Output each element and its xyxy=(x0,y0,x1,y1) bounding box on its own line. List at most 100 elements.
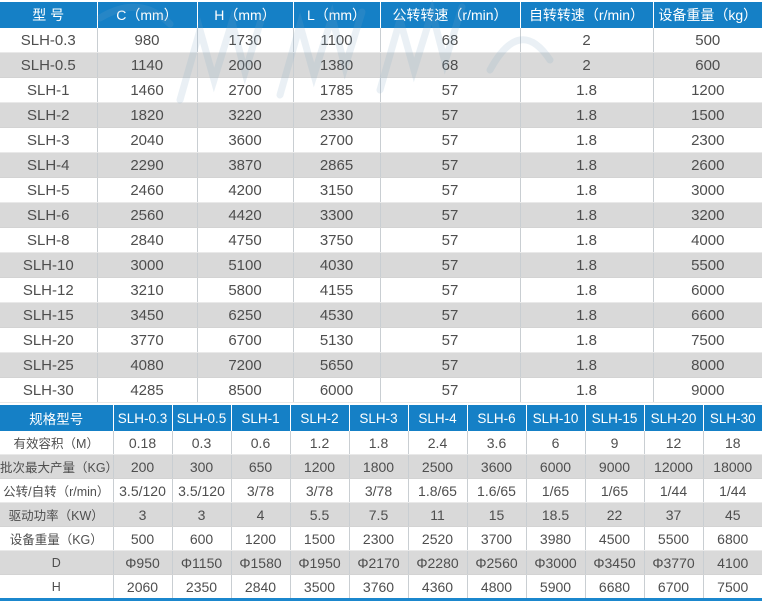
column-header: SLH-30 xyxy=(702,405,762,431)
value-cell: 6800 xyxy=(702,526,762,551)
table-row: 驱动功率（KW） 3 3 4 5.5 7.5 11 15 18.5 22 37 45 xyxy=(0,502,762,527)
value-cell: 1/65 xyxy=(525,478,585,503)
value-cell: 1.2 xyxy=(289,431,349,455)
value-cell: 2290 xyxy=(96,152,197,178)
value-cell: 4285 xyxy=(96,377,197,403)
value-cell: 3220 xyxy=(196,102,293,128)
table-row: 批次最大产量（KG） 200 300 650 1200 1800 2500 3600 6000 9… xyxy=(0,454,762,479)
value-cell: 1140 xyxy=(96,52,197,78)
value-cell: 4500 xyxy=(584,526,644,551)
value-cell: 1.8 xyxy=(519,127,653,153)
column-header: SLH-4 xyxy=(407,405,467,431)
value-cell: 600 xyxy=(652,52,762,78)
value-cell: 1200 xyxy=(230,526,290,551)
value-cell: 4030 xyxy=(292,252,380,278)
table-row: 设备重量（KG） 500 600 1200 1500 2300 2520 3700 3980 45… xyxy=(0,526,762,551)
value-cell: 1460 xyxy=(96,77,197,103)
value-cell: 2 xyxy=(519,52,653,78)
value-cell: 1.8 xyxy=(519,77,653,103)
value-cell: 57 xyxy=(379,177,520,203)
value-cell: 4000 xyxy=(652,227,762,253)
value-cell: 5500 xyxy=(643,526,703,551)
row-label-cell: 驱动功率（KW） xyxy=(0,502,113,527)
table-row: 有效容积（M） 0.18 0.3 0.6 1.2 1.8 2.4 3.6 6 9 12 18 xyxy=(0,431,762,455)
value-cell: 1100 xyxy=(292,28,380,53)
column-header: SLH-6 xyxy=(466,405,526,431)
value-cell: 1.8 xyxy=(519,277,653,303)
value-cell: 980 xyxy=(96,28,197,53)
value-cell: 1200 xyxy=(289,454,349,479)
column-header: SLH-15 xyxy=(584,405,644,431)
value-cell: 68 xyxy=(379,28,520,53)
value-cell: 2840 xyxy=(96,227,197,253)
value-cell: 200 xyxy=(112,454,172,479)
row-label-cell: SLH-4 xyxy=(0,152,97,178)
value-cell: Φ950 xyxy=(112,550,172,575)
value-cell: 1/44 xyxy=(702,478,762,503)
table-row: D Φ950 Φ1150 Φ1580 Φ1950 Φ2170 Φ2280 Φ2560 Φ3000… xyxy=(0,550,762,575)
value-cell: 3500 xyxy=(289,574,349,599)
value-cell: 6000 xyxy=(652,277,762,303)
value-cell: 1.8 xyxy=(348,431,408,455)
column-header: 自转转速（r/min） xyxy=(519,2,653,28)
table-row: SLH-0.3 980 1730 1100 68 2 500 xyxy=(0,28,762,53)
value-cell: 6 xyxy=(525,431,585,455)
value-cell: 1820 xyxy=(96,102,197,128)
value-cell: 1.8 xyxy=(519,327,653,353)
table-row: SLH-20 3770 6700 5130 57 1.8 7500 xyxy=(0,327,762,353)
value-cell: 2.4 xyxy=(407,431,467,455)
value-cell: 3.6 xyxy=(466,431,526,455)
bottom-divider xyxy=(0,598,762,601)
value-cell: 1.8 xyxy=(519,302,653,328)
value-cell: 4 xyxy=(230,502,290,527)
row-label-cell: D xyxy=(0,550,113,575)
value-cell: 5650 xyxy=(292,352,380,378)
dimensions-table-header-row: 型 号 C（mm） H（mm） L（mm） 公转转速（r/min） 自转转速（r/min）… xyxy=(0,2,762,28)
value-cell: 7.5 xyxy=(348,502,408,527)
dimensions-table: 型 号 C（mm） H（mm） L（mm） 公转转速（r/min） 自转转速（r/min）… xyxy=(0,2,762,403)
value-cell: 500 xyxy=(112,526,172,551)
value-cell: Φ2170 xyxy=(348,550,408,575)
row-label-cell: SLH-25 xyxy=(0,352,97,378)
table-row: SLH-30 4285 8500 6000 57 1.8 9000 xyxy=(0,377,762,403)
table-row: SLH-0.5 1140 2000 1380 68 2 600 xyxy=(0,52,762,78)
value-cell: 4360 xyxy=(407,574,467,599)
value-cell: 2500 xyxy=(407,454,467,479)
value-cell: Φ3450 xyxy=(584,550,644,575)
value-cell: 6000 xyxy=(292,377,380,403)
value-cell: 2520 xyxy=(407,526,467,551)
value-cell: 12 xyxy=(643,431,703,455)
value-cell: 5130 xyxy=(292,327,380,353)
value-cell: 1500 xyxy=(289,526,349,551)
row-label-cell: 公转/自转（r/min） xyxy=(0,478,113,503)
value-cell: 2865 xyxy=(292,152,380,178)
table-row: H 2060 2350 2840 3500 3760 4360 4800 5900 6680 670… xyxy=(0,574,762,599)
value-cell: 9000 xyxy=(584,454,644,479)
column-header: SLH-0.5 xyxy=(171,405,231,431)
column-header: 型 号 xyxy=(0,2,97,28)
value-cell: 600 xyxy=(171,526,231,551)
value-cell: 7500 xyxy=(652,327,762,353)
value-cell: 1.6/65 xyxy=(466,478,526,503)
value-cell: 2700 xyxy=(292,127,380,153)
column-header: SLH-1 xyxy=(230,405,290,431)
value-cell: 57 xyxy=(379,327,520,353)
value-cell: 1785 xyxy=(292,77,380,103)
row-label-cell: H xyxy=(0,574,113,599)
value-cell: 0.3 xyxy=(171,431,231,455)
value-cell: 3000 xyxy=(96,252,197,278)
column-header: SLH-10 xyxy=(525,405,585,431)
specs-table-header-row: 规格型号 SLH-0.3 SLH-0.5 SLH-1 SLH-2 SLH-3 SLH-4 SL… xyxy=(0,405,762,431)
row-label-cell: SLH-2 xyxy=(0,102,97,128)
value-cell: 57 xyxy=(379,202,520,228)
value-cell: 18 xyxy=(702,431,762,455)
value-cell: 4800 xyxy=(466,574,526,599)
table-row: SLH-8 2840 4750 3750 57 1.8 4000 xyxy=(0,227,762,253)
value-cell: 6000 xyxy=(525,454,585,479)
table-row: SLH-4 2290 3870 2865 57 1.8 2600 xyxy=(0,152,762,178)
value-cell: 2840 xyxy=(230,574,290,599)
value-cell: 22 xyxy=(584,502,644,527)
value-cell: 3300 xyxy=(292,202,380,228)
value-cell: 11 xyxy=(407,502,467,527)
value-cell: 57 xyxy=(379,152,520,178)
